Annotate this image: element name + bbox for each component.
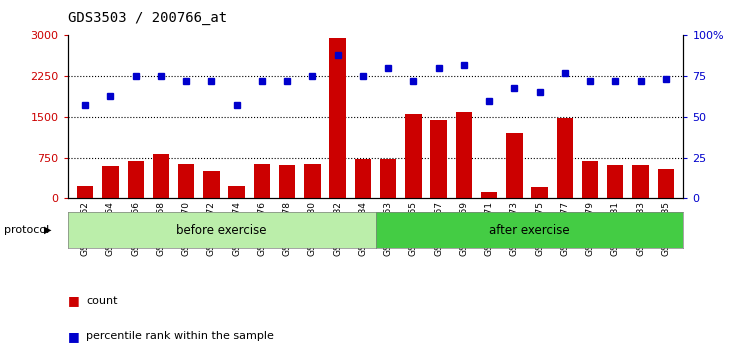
Bar	[532, 187, 547, 198]
Bar	[254, 164, 270, 198]
Bar	[330, 38, 346, 198]
Bar	[128, 161, 144, 198]
Text: GDS3503 / 200766_at: GDS3503 / 200766_at	[68, 11, 227, 25]
Bar	[430, 120, 447, 198]
Bar	[481, 192, 497, 198]
Bar	[204, 171, 219, 198]
Bar	[582, 161, 599, 198]
Text: protocol: protocol	[4, 225, 49, 235]
Bar	[405, 114, 421, 198]
Bar	[354, 159, 371, 198]
Bar	[102, 166, 119, 198]
Bar	[304, 164, 321, 198]
Bar	[279, 165, 295, 198]
Text: percentile rank within the sample: percentile rank within the sample	[86, 331, 274, 341]
Text: ■: ■	[68, 330, 80, 343]
Text: count: count	[86, 296, 118, 306]
Bar	[380, 159, 397, 198]
Bar	[456, 112, 472, 198]
Text: after exercise: after exercise	[489, 224, 570, 236]
Text: ▶: ▶	[44, 225, 51, 235]
Bar	[506, 133, 523, 198]
Bar	[228, 186, 245, 198]
Bar	[178, 164, 195, 198]
Bar	[152, 154, 169, 198]
Bar	[632, 165, 649, 198]
Text: before exercise: before exercise	[176, 224, 267, 236]
Bar	[607, 165, 623, 198]
Bar	[77, 186, 93, 198]
Text: ■: ■	[68, 295, 80, 307]
Bar	[658, 170, 674, 198]
Bar	[556, 119, 573, 198]
